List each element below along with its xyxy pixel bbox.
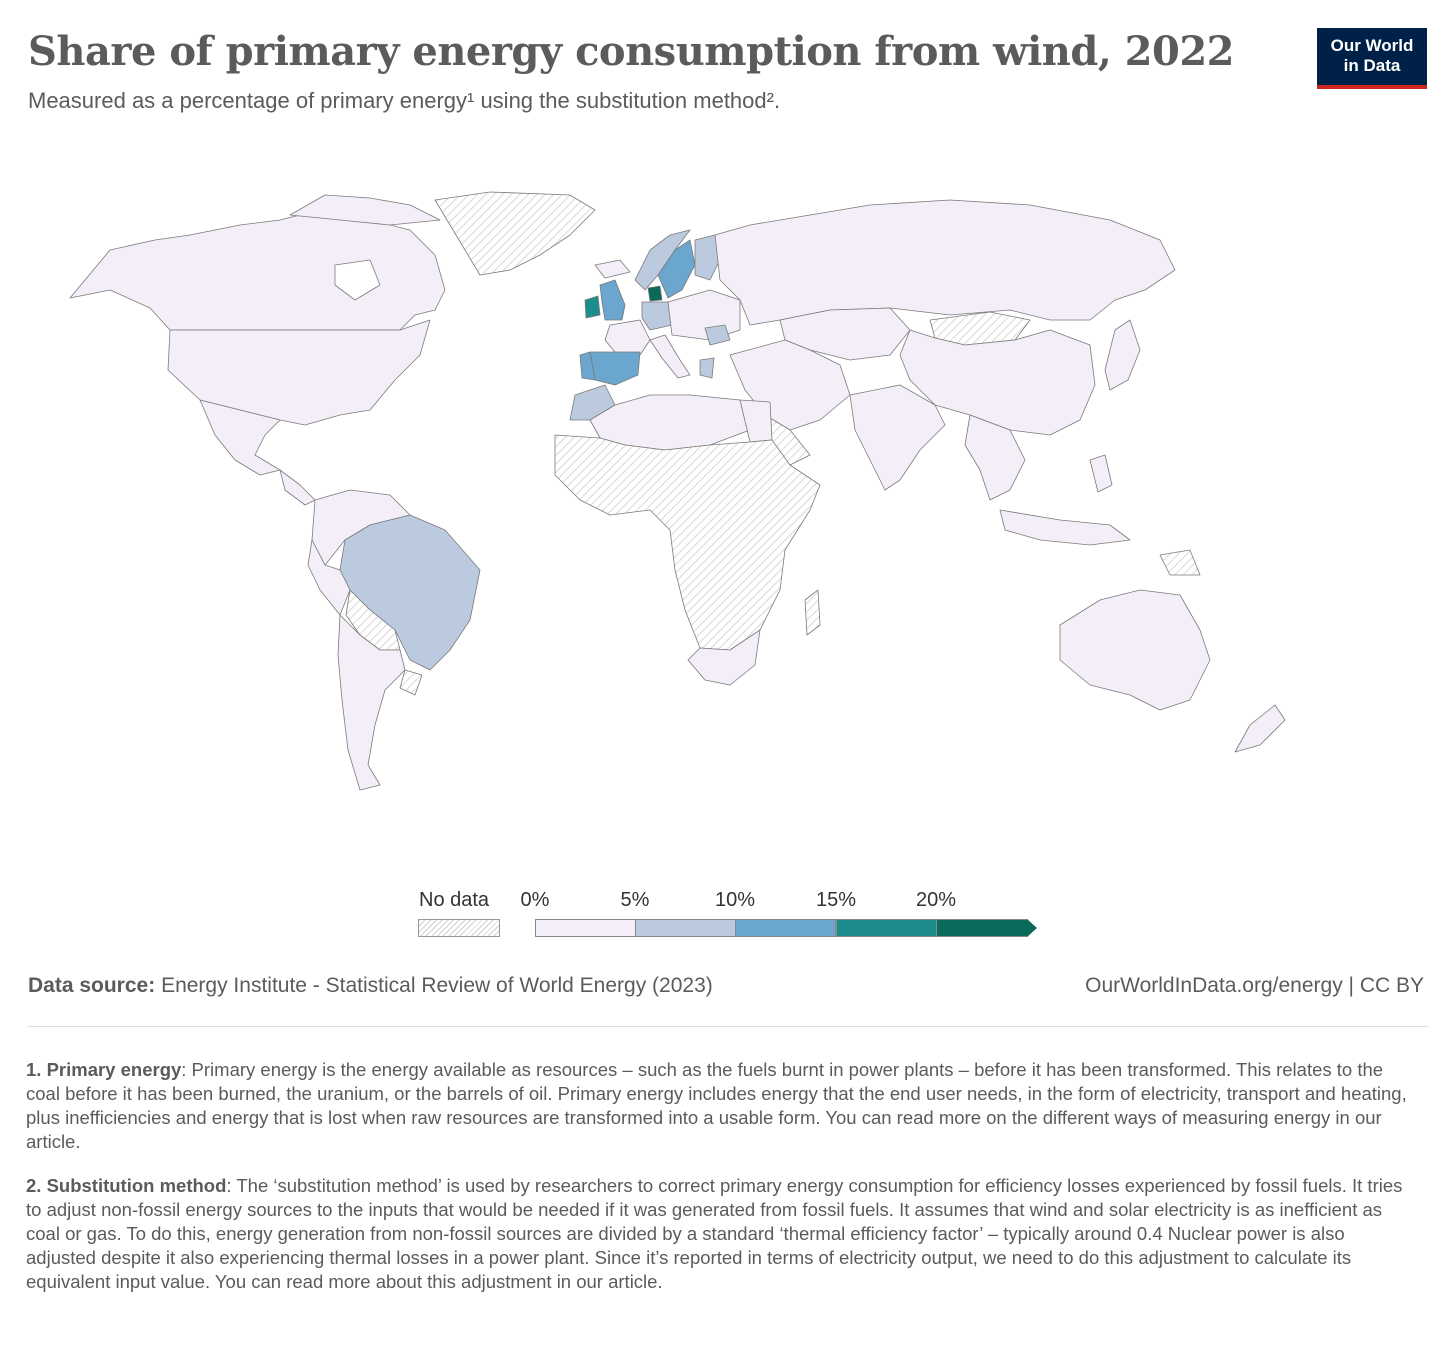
region-germany[interactable] bbox=[641, 301, 673, 331]
region-greenland[interactable] bbox=[434, 191, 596, 276]
data-source-text: Energy Institute - Statistical Review of… bbox=[161, 974, 713, 997]
legend-tick-10: 10% bbox=[714, 889, 756, 911]
region-papua-new-guinea[interactable] bbox=[1159, 549, 1201, 576]
region-mexico[interactable] bbox=[199, 399, 281, 476]
map-legend: No data 0% 5% 10% 15% 20% bbox=[415, 885, 1055, 945]
logo-line-1: Our World bbox=[1330, 36, 1414, 55]
legend-arrow-icon bbox=[1027, 919, 1037, 937]
region-new-zealand[interactable] bbox=[1234, 704, 1286, 753]
region-egypt[interactable] bbox=[739, 399, 773, 443]
region-argentina-chile[interactable] bbox=[337, 614, 406, 791]
legend-tick-20: 20% bbox=[915, 889, 957, 911]
region-japan[interactable] bbox=[1104, 319, 1141, 391]
region-indonesia[interactable] bbox=[999, 509, 1131, 546]
region-russia[interactable] bbox=[714, 199, 1176, 326]
hudson-bay bbox=[334, 259, 381, 301]
region-norway[interactable] bbox=[634, 229, 691, 291]
region-south-africa[interactable] bbox=[687, 629, 761, 686]
region-france[interactable] bbox=[604, 319, 651, 356]
footnote-primary-energy: 1. Primary energy: Primary energy is the… bbox=[26, 1058, 1416, 1154]
region-sub-saharan-africa[interactable] bbox=[554, 434, 821, 651]
legend-tick-5: 5% bbox=[620, 889, 650, 911]
region-madagascar[interactable] bbox=[804, 589, 821, 636]
region-india[interactable] bbox=[849, 384, 946, 491]
footer-divider bbox=[28, 1026, 1428, 1027]
region-greece[interactable] bbox=[699, 357, 715, 379]
legend-tick-0: 0% bbox=[520, 889, 550, 911]
region-central-america[interactable] bbox=[279, 469, 316, 506]
region-denmark[interactable] bbox=[647, 285, 663, 302]
legend-bin-15-20 bbox=[836, 919, 937, 937]
footnote-2-text: : The ‘substitution method’ is used by r… bbox=[26, 1175, 1403, 1292]
legend-bin-0-5 bbox=[535, 919, 636, 937]
region-philippines[interactable] bbox=[1089, 454, 1113, 493]
legend-bin-5-10 bbox=[635, 919, 736, 937]
footnote-2-label: 2. Substitution method bbox=[26, 1175, 227, 1196]
data-source: Data source: Energy Institute - Statisti… bbox=[28, 974, 713, 998]
region-spain[interactable] bbox=[589, 351, 641, 386]
legend-no-data-swatch bbox=[418, 919, 500, 937]
logo-line-2: in Data bbox=[1343, 56, 1401, 75]
region-china[interactable] bbox=[899, 329, 1096, 436]
footnote-1-text: : Primary energy is the energy available… bbox=[26, 1059, 1407, 1152]
region-uruguay[interactable] bbox=[399, 669, 423, 696]
footnote-1-label: 1. Primary energy bbox=[26, 1059, 182, 1080]
region-peru[interactable] bbox=[307, 539, 351, 616]
region-canada[interactable] bbox=[69, 209, 446, 331]
chart-subtitle: Measured as a percentage of primary ener… bbox=[28, 88, 781, 113]
chart-title: Share of primary energy consumption from… bbox=[28, 28, 1235, 75]
legend-no-data-label: No data bbox=[419, 889, 490, 911]
region-australia[interactable] bbox=[1059, 589, 1211, 711]
region-italy[interactable] bbox=[649, 334, 691, 379]
region-canada-islands[interactable] bbox=[289, 194, 441, 226]
legend-tick-15: 15% bbox=[815, 889, 857, 911]
region-united-kingdom[interactable] bbox=[599, 279, 626, 321]
region-southeast-asia[interactable] bbox=[964, 414, 1026, 501]
region-central-europe[interactable] bbox=[667, 289, 741, 341]
region-iceland[interactable] bbox=[594, 259, 631, 279]
region-finland[interactable] bbox=[694, 234, 721, 281]
region-ireland[interactable] bbox=[584, 295, 601, 319]
world-map bbox=[69, 191, 1286, 791]
region-portugal[interactable] bbox=[579, 351, 596, 381]
legend-bin-20-plus bbox=[936, 919, 1028, 937]
legend-bin-10-15 bbox=[735, 919, 836, 937]
owid-logo[interactable]: Our World in Data bbox=[1317, 28, 1427, 89]
region-romania[interactable] bbox=[704, 324, 731, 346]
data-source-label: Data source: bbox=[28, 974, 156, 997]
source-link[interactable]: OurWorldInData.org/energy | CC BY bbox=[1085, 974, 1424, 997]
footnote-substitution-method: 2. Substitution method: The ‘substitutio… bbox=[26, 1174, 1416, 1294]
